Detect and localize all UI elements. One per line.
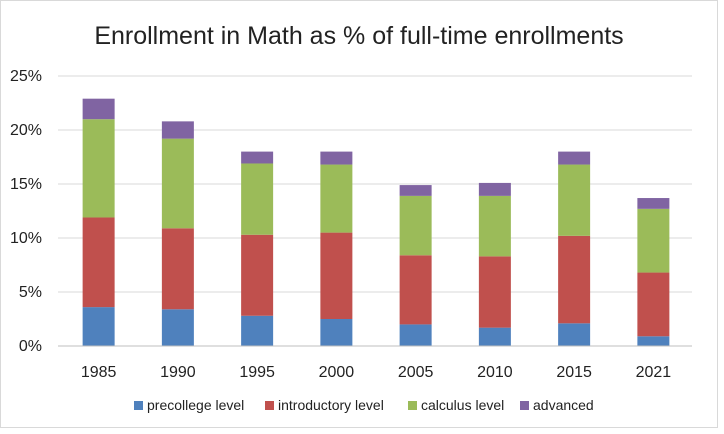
x-tick-label: 2000: [319, 364, 355, 381]
bar-segment-precollege-level-2021: [637, 336, 670, 346]
legend-label: advanced: [533, 397, 594, 413]
bar-segment-calculus-level-2000: [320, 164, 353, 233]
bar-segment-precollege-level-2010: [478, 327, 511, 346]
bar-segment-introductory-level-2021: [637, 272, 670, 337]
bar-segment-precollege-level-2000: [320, 319, 353, 346]
bar-segment-introductory-level-2005: [399, 255, 432, 325]
bar-segment-precollege-level-2005: [399, 324, 432, 346]
bar-segment-calculus-level-2005: [399, 195, 432, 256]
bar-segment-calculus-level-1990: [161, 138, 194, 229]
legend-swatch: [408, 401, 417, 410]
legend-swatch: [520, 401, 529, 410]
x-tick-label: 1985: [81, 364, 117, 381]
bar-segment-advanced-2021: [637, 198, 670, 209]
bar-segment-advanced-2010: [478, 182, 511, 196]
legend: precollege level introductory level calcul…: [134, 397, 594, 413]
legend-item: precollege level: [134, 397, 244, 413]
legend-swatch: [134, 401, 143, 410]
bar-segment-advanced-2000: [320, 151, 353, 165]
bar-segment-precollege-level-1995: [241, 315, 274, 346]
legend-label: calculus level: [421, 397, 504, 413]
y-axis-tick-labels: 0% 5% 10% 15% 20% 25%: [10, 68, 42, 355]
x-tick-label: 1995: [239, 364, 275, 381]
chart-title: Enrollment in Math as % of full-time enr…: [94, 22, 623, 50]
legend-swatch: [265, 401, 274, 410]
y-tick-label: 25%: [10, 68, 42, 85]
y-tick-label: 0%: [19, 338, 42, 355]
bar-segment-introductory-level-1985: [82, 217, 115, 308]
bar-segment-advanced-1990: [161, 121, 194, 139]
grid-lines: [58, 75, 692, 293]
bar-segment-precollege-level-1985: [82, 307, 115, 346]
bar-segment-calculus-level-2010: [478, 195, 511, 257]
bars: [82, 98, 670, 346]
legend-label: introductory level: [278, 397, 384, 413]
bar-segment-calculus-level-1995: [241, 163, 274, 235]
bar-segment-introductory-level-1995: [241, 234, 274, 316]
bar-segment-introductory-level-2015: [558, 235, 591, 324]
bar-segment-introductory-level-1990: [161, 228, 194, 310]
x-tick-label: 1990: [160, 364, 196, 381]
bar-segment-calculus-level-2021: [637, 208, 670, 273]
bar-segment-introductory-level-2010: [478, 256, 511, 328]
legend-label: precollege level: [147, 397, 244, 413]
y-tick-label: 20%: [10, 122, 42, 139]
x-tick-label: 2010: [477, 364, 513, 381]
bar-segment-calculus-level-1985: [82, 119, 115, 218]
y-tick-label: 10%: [10, 230, 42, 247]
bar-segment-advanced-1995: [241, 151, 274, 164]
bar-segment-introductory-level-2000: [320, 232, 353, 319]
legend-item: advanced: [520, 397, 594, 413]
legend-item: introductory level: [265, 397, 384, 413]
x-tick-label: 2005: [398, 364, 434, 381]
x-tick-label: 2021: [636, 364, 672, 381]
x-tick-label: 2015: [556, 364, 592, 381]
bar-segment-precollege-level-1990: [161, 309, 194, 346]
bar-segment-calculus-level-2015: [558, 164, 591, 236]
y-tick-label: 5%: [19, 284, 42, 301]
bar-segment-advanced-2005: [399, 185, 432, 196]
chart-frame: [0, 0, 718, 428]
bar-segment-precollege-level-2015: [558, 323, 591, 346]
bar-segment-advanced-2015: [558, 151, 591, 165]
bar-segment-advanced-1985: [82, 98, 115, 120]
x-axis-tick-labels: 1985 1990 1995 2000 2005 2010 2015 2021: [81, 364, 671, 381]
legend-item: calculus level: [408, 397, 504, 413]
y-tick-label: 15%: [10, 176, 42, 193]
